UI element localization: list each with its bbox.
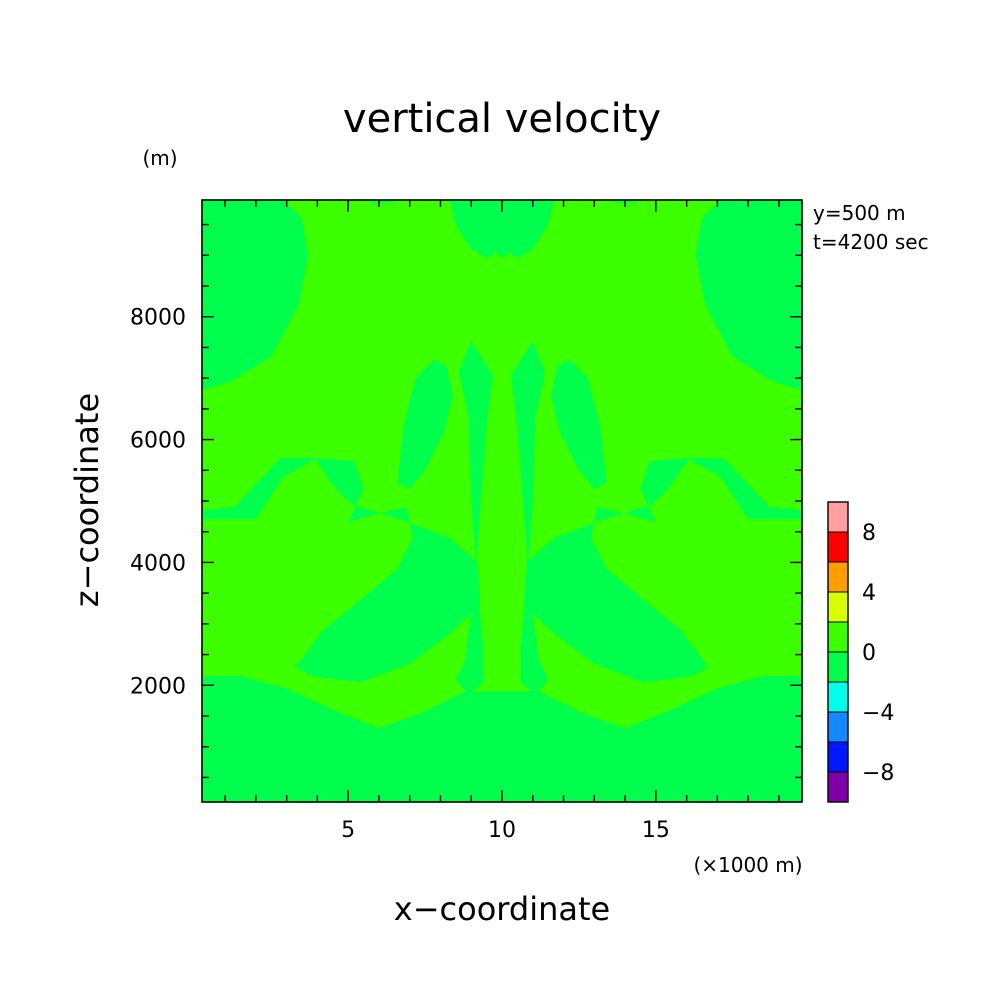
- y-tick-label: 4000: [130, 551, 186, 576]
- x-tick-label: 5: [341, 818, 355, 843]
- contour-region-right-stem: [511, 341, 549, 695]
- x-axis-label: x−coordinate: [394, 890, 610, 928]
- y-axis-label: z−coordinate: [68, 393, 106, 607]
- contour-region-right-wing: [523, 458, 802, 683]
- contour-region-right-lobe-upper: [551, 359, 607, 489]
- plot-fill: [202, 200, 802, 802]
- colorbar-swatch: [827, 651, 849, 683]
- x-unit-label: (×1000 m): [693, 853, 802, 877]
- colorbar-swatch: [827, 771, 849, 803]
- contour-region-left-wing: [202, 458, 481, 683]
- colorbar-tick-label: 0: [862, 641, 876, 666]
- chart-title: vertical velocity: [343, 96, 661, 142]
- colorbar-tick-label: 8: [862, 521, 876, 546]
- colorbar-swatch: [827, 681, 849, 713]
- colorbar-swatch: [827, 561, 849, 593]
- y-tick-label: 6000: [130, 429, 186, 454]
- colorbar: −8 −4 0 4 8: [827, 501, 894, 803]
- colorbar-swatch: [827, 621, 849, 653]
- y-tick-label: 8000: [130, 306, 186, 331]
- contour-region-left-top: [202, 200, 309, 391]
- colorbar-swatch: [827, 501, 849, 533]
- axis-ticks: 5 10 15 2000 4000 6000 8000: [130, 200, 802, 843]
- annotation-t: t=4200 sec: [813, 230, 929, 254]
- x-tick-label: 10: [488, 818, 516, 843]
- contour-region-left-lobe-upper: [397, 359, 453, 489]
- colorbar-swatch: [827, 591, 849, 623]
- colorbar-tick-label: −4: [862, 701, 894, 726]
- colorbar-swatch: [827, 531, 849, 563]
- colorbar-tick-label: 4: [862, 581, 876, 606]
- contour-region-center-top: [449, 200, 555, 259]
- colorbar-swatch: [827, 711, 849, 743]
- colorbar-tick-label: −8: [862, 761, 894, 786]
- x-tick-label: 15: [642, 818, 670, 843]
- colorbar-swatch: [827, 741, 849, 773]
- contour-region-bottom: [202, 676, 802, 802]
- contour-region-left-stem: [455, 341, 493, 695]
- y-tick-label: 2000: [130, 674, 186, 699]
- y-unit-label: (m): [142, 146, 177, 170]
- colorbar-border: [827, 501, 849, 803]
- contour-region-right-top: [695, 200, 802, 391]
- annotation-y: y=500 m: [813, 201, 906, 225]
